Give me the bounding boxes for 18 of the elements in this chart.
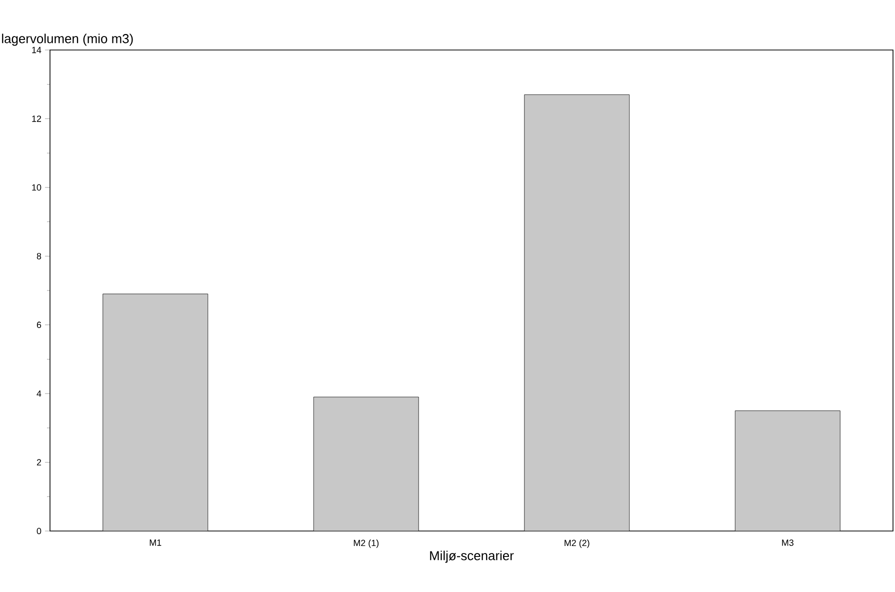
y-tick-label: 6 [36, 322, 42, 328]
y-tick-label: 0 [36, 528, 42, 534]
y-axis-title: lagervolumen (mio m3) [2, 34, 133, 46]
x-tick-label: M1 [150, 540, 162, 546]
x-tick-label: M2 (1) [354, 540, 379, 548]
bar [313, 396, 419, 531]
bar [734, 410, 840, 531]
y-tick-label: 4 [36, 390, 42, 397]
y-tick-label: 8 [36, 252, 42, 260]
y-tick-label: 10 [32, 184, 42, 191]
y-tick-label: 2 [36, 459, 42, 466]
y-tick-label: 14 [32, 46, 42, 54]
x-tick-label: M3 [782, 540, 794, 546]
bar [524, 94, 630, 531]
y-tick-label: 12 [32, 116, 42, 122]
x-axis-title: Miljø-scenarier [430, 550, 514, 563]
bar [102, 294, 208, 531]
x-tick-label: M2 (2) [564, 540, 590, 548]
